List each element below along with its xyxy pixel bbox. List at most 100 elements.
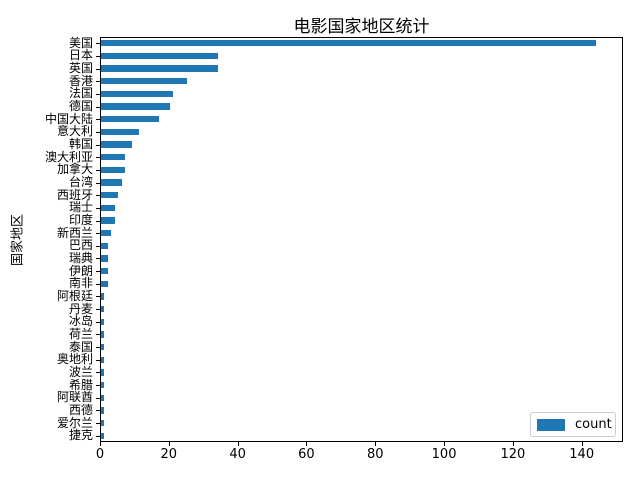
ytick-mark xyxy=(96,385,100,387)
ytick-mark xyxy=(96,220,100,222)
ytick-label-韩国: 韩国 xyxy=(68,137,93,152)
ytick-label-瑞士: 瑞士 xyxy=(68,200,93,215)
ytick-label-中国大陆: 中国大陆 xyxy=(44,111,93,126)
ytick-label-爱尔兰: 爱尔兰 xyxy=(56,415,93,430)
ytick-label-瑞典: 瑞典 xyxy=(68,250,93,265)
bar-阿联酋 xyxy=(101,394,105,401)
ytick-mark xyxy=(96,93,100,95)
ytick-mark xyxy=(96,309,100,311)
xtick-label-80: 80 xyxy=(366,447,384,462)
ytick-mark xyxy=(96,43,100,45)
bar-台湾 xyxy=(101,179,122,186)
ytick-label-香港: 香港 xyxy=(68,73,93,88)
ytick-mark xyxy=(96,271,100,273)
ytick-mark xyxy=(96,245,100,247)
ytick-label-捷克: 捷克 xyxy=(68,428,93,443)
bar-印度 xyxy=(101,217,115,224)
bar-荷兰 xyxy=(101,331,105,338)
ytick-label-冰岛: 冰岛 xyxy=(68,314,93,329)
xtick-mark xyxy=(168,442,170,446)
ytick-mark xyxy=(96,296,100,298)
bar-爱尔兰 xyxy=(101,419,105,427)
ytick-mark xyxy=(96,233,100,235)
ytick-mark xyxy=(96,334,100,336)
bar-香港 xyxy=(101,78,188,85)
xtick-mark xyxy=(306,442,308,446)
ytick-mark xyxy=(96,131,100,133)
xtick-mark xyxy=(512,442,514,446)
bar-英国 xyxy=(101,65,218,72)
ytick-mark xyxy=(96,347,100,349)
bar-泰国 xyxy=(101,343,105,351)
bar-德国 xyxy=(101,103,170,110)
ytick-label-奥地利: 奥地利 xyxy=(56,352,93,367)
ytick-label-新西兰: 新西兰 xyxy=(56,225,93,240)
ytick-mark xyxy=(96,435,100,437)
ytick-mark xyxy=(96,321,100,323)
ytick-mark xyxy=(96,68,100,70)
ytick-mark xyxy=(96,81,100,83)
ytick-mark xyxy=(96,182,100,184)
ytick-mark xyxy=(96,258,100,260)
bar-巴西 xyxy=(101,242,108,249)
bar-捷克 xyxy=(101,432,105,439)
xtick-mark xyxy=(581,442,583,446)
ytick-mark xyxy=(96,359,100,361)
ytick-mark xyxy=(96,106,100,108)
bar-伊朗 xyxy=(101,267,108,275)
bar-奥地利 xyxy=(101,356,105,363)
bar-瑞典 xyxy=(101,255,108,262)
ytick-mark xyxy=(96,207,100,209)
ytick-mark xyxy=(96,372,100,374)
ytick-label-阿联酋: 阿联酋 xyxy=(56,390,93,405)
bar-韩国 xyxy=(101,141,132,148)
xtick-label-100: 100 xyxy=(431,447,457,462)
ytick-label-希腊: 希腊 xyxy=(68,377,93,392)
ytick-mark xyxy=(96,169,100,171)
ytick-label-印度: 印度 xyxy=(68,213,93,228)
bar-日本 xyxy=(101,52,218,60)
bar-法国 xyxy=(101,90,174,98)
ytick-label-日本: 日本 xyxy=(68,48,93,63)
xtick-label-140: 140 xyxy=(569,447,595,462)
ytick-label-加拿大: 加拿大 xyxy=(56,162,93,177)
ytick-label-荷兰: 荷兰 xyxy=(68,326,93,341)
bar-新西兰 xyxy=(101,230,112,237)
ytick-mark xyxy=(96,119,100,121)
bar-阿根廷 xyxy=(101,293,105,300)
ytick-mark xyxy=(96,397,100,399)
ytick-label-台湾: 台湾 xyxy=(68,175,93,190)
ytick-label-西德: 西德 xyxy=(68,402,93,417)
xtick-mark xyxy=(444,442,446,446)
ytick-label-法国: 法国 xyxy=(68,86,93,101)
xtick-mark xyxy=(100,442,101,446)
ytick-label-澳大利亚: 澳大利亚 xyxy=(44,149,93,164)
legend-label: count xyxy=(575,417,612,432)
ytick-mark xyxy=(96,195,100,197)
ytick-label-波兰: 波兰 xyxy=(68,364,93,379)
bar-瑞士 xyxy=(101,204,115,212)
xtick-label-60: 60 xyxy=(298,447,315,462)
xtick-mark xyxy=(237,442,239,446)
ytick-mark xyxy=(96,423,100,425)
ytick-label-伊朗: 伊朗 xyxy=(68,263,93,278)
chart-title: 电影国家地区统计 xyxy=(293,17,430,37)
bar-中国大陆 xyxy=(101,116,160,123)
ytick-label-意大利: 意大利 xyxy=(56,124,93,139)
ytick-label-西班牙: 西班牙 xyxy=(56,187,93,202)
bar-西班牙 xyxy=(101,192,119,199)
ytick-label-丹麦: 丹麦 xyxy=(68,301,93,316)
ytick-mark xyxy=(96,144,100,146)
ytick-mark xyxy=(96,157,100,159)
ytick-label-德国: 德国 xyxy=(68,99,93,114)
ytick-mark xyxy=(96,410,100,412)
xtick-label-120: 120 xyxy=(500,447,526,462)
legend-swatch-icon xyxy=(537,418,565,431)
bar-加拿大 xyxy=(101,166,126,174)
ytick-mark xyxy=(96,55,100,57)
bar-美国 xyxy=(101,40,597,47)
ytick-label-美国: 美国 xyxy=(68,35,93,50)
xtick-mark xyxy=(375,442,377,446)
ytick-label-阿根廷: 阿根廷 xyxy=(56,288,93,303)
